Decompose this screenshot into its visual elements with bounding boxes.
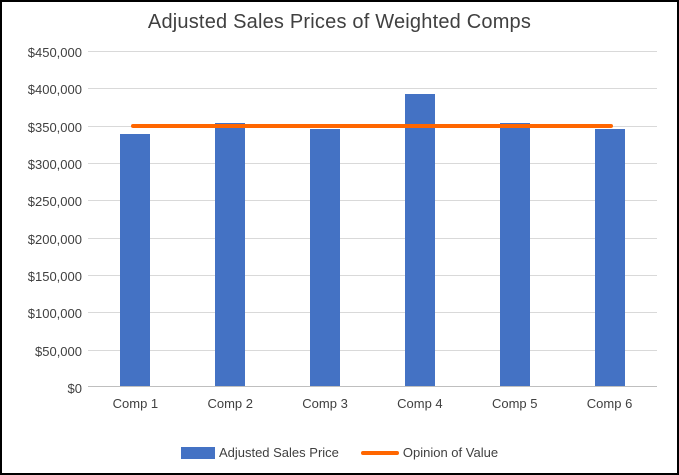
y-tick-label: $100,000 [27,306,82,322]
x-tick-label: Comp 1 [112,396,159,411]
y-tick-label: $400,000 [27,82,82,98]
x-tick-label: Comp 6 [586,396,633,411]
y-tick-label: $250,000 [27,194,82,210]
gridline [88,88,657,90]
y-tick-label: $450,000 [27,45,82,60]
x-axis-line [88,386,657,387]
bar-comp-3 [310,128,341,387]
x-tick-label: Comp 2 [207,396,253,411]
bar-series-swatch-icon [180,446,215,459]
gridline [88,163,657,164]
legend-item-opinion-of-value: Opinion of Value [360,445,499,460]
x-tick-label: Comp 3 [302,396,348,411]
plot-area [88,51,657,387]
gridline [88,237,657,239]
y-tick-label: $150,000 [27,269,82,284]
opinion-of-value-line [131,123,613,128]
y-axis: $0 $50,000 $100,000 $150,000 $200,000 $250,00… [2,45,82,396]
gridline [88,51,657,52]
y-tick-label: $350,000 [27,119,82,135]
bar-comp-1 [120,133,151,387]
y-tick-label: $200,000 [27,231,82,247]
legend-label: Adjusted Sales Price [218,445,339,460]
chart-title: Adjusted Sales Prices of Weighted Comps [147,11,532,33]
bar-comp-4 [404,93,435,387]
bar-comp-6 [594,128,625,387]
gridline [88,200,657,202]
y-tick-label: $0 [67,381,82,396]
legend-item-adjusted-sales-price: Adjusted Sales Price [180,445,339,460]
y-tick-label: $50,000 [35,343,82,359]
gridline [88,312,657,314]
legend-label: Opinion of Value [402,445,499,460]
x-tick-label: Comp 4 [397,396,443,411]
line-series-swatch-icon [360,450,399,455]
legend: Adjusted Sales Price Opinion of Value [2,445,677,460]
bar-comp-2 [215,123,246,387]
x-axis: Comp 1 Comp 2 Comp 3 Comp 4 Comp 5 Comp 6 [88,396,657,414]
gridline [88,349,657,351]
gridline [88,275,657,276]
x-tick-label: Comp 5 [491,396,538,411]
bar-comp-5 [499,123,530,387]
y-tick-label: $300,000 [27,157,82,172]
